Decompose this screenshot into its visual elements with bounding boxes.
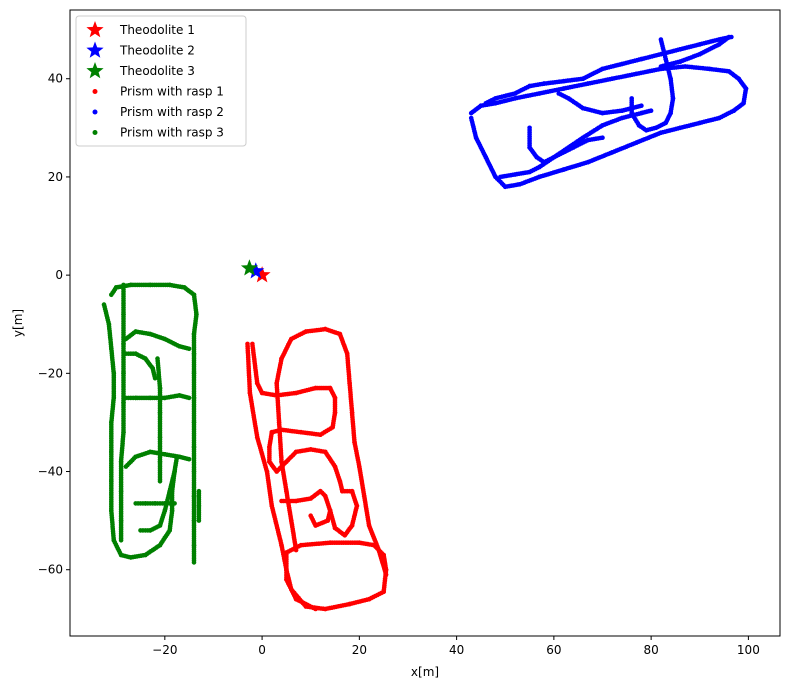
legend: Theodolite 1 Theodolite 2 Theodolite 3 Pris… — [75, 15, 247, 147]
x-tick-label: 0 — [258, 643, 266, 657]
series-prism-with-rasp-1 — [245, 326, 389, 612]
x-axis-label: x[m] — [411, 665, 439, 679]
plot-frame — [69, 9, 781, 637]
data-point — [138, 528, 143, 533]
y-axis-ticks: −60 −40 −20 0 20 40 — [38, 72, 70, 577]
data-point — [383, 572, 389, 577]
x-tick-label: 20 — [352, 643, 367, 657]
legend-star-marker — [86, 41, 104, 58]
legend-dot-marker — [92, 130, 98, 135]
x-tick-label: 80 — [643, 643, 658, 657]
data-point — [152, 375, 158, 381]
data-point — [196, 518, 202, 523]
x-tick-label: 60 — [546, 643, 561, 657]
x-axis-ticks: −20 0 20 40 60 80 100 — [152, 636, 760, 657]
theodolite-star-marker — [253, 266, 271, 283]
y-axis-label: y[m] — [11, 309, 25, 337]
legend-label: Theodolite 2 — [119, 44, 195, 58]
y-tick-label: 20 — [48, 170, 63, 184]
data-point — [313, 606, 318, 612]
data-point — [172, 501, 177, 506]
data-point — [118, 538, 124, 543]
legend-star-marker — [86, 21, 104, 38]
data-point — [157, 479, 163, 484]
data-point — [186, 395, 192, 401]
series-layer — [101, 34, 749, 612]
data-point — [629, 96, 634, 101]
y-tick-label: −20 — [38, 366, 63, 380]
series-prism-with-rasp-2 — [468, 34, 749, 190]
y-tick-label: 40 — [48, 72, 63, 86]
legend-label: Theodolite 1 — [119, 23, 195, 37]
legend-frame — [75, 15, 247, 147]
y-tick-label: 0 — [55, 268, 63, 282]
data-point — [639, 103, 644, 108]
theodolite-layer — [240, 259, 271, 283]
data-point — [648, 108, 654, 113]
data-point — [658, 64, 664, 69]
data-point — [186, 346, 192, 352]
legend-label: Prism with rasp 1 — [120, 85, 224, 99]
data-point — [468, 110, 474, 116]
data-point — [293, 547, 299, 553]
data-point — [600, 135, 605, 140]
legend-label: Prism with rasp 2 — [120, 105, 224, 119]
x-tick-label: −20 — [152, 643, 177, 657]
legend-label: Theodolite 3 — [119, 64, 195, 78]
y-tick-label: −60 — [38, 563, 63, 577]
data-point — [191, 560, 197, 565]
x-tick-label: 40 — [449, 643, 464, 657]
theodolite-star-marker — [247, 262, 265, 279]
legend-label: Prism with rasp 3 — [120, 126, 224, 140]
y-tick-label: −40 — [38, 465, 63, 479]
series-prism-with-rasp-3 — [101, 282, 202, 565]
x-tick-label: 100 — [737, 643, 760, 657]
data-point — [186, 456, 192, 462]
legend-star-marker — [86, 62, 104, 79]
data-point — [308, 513, 314, 518]
legend-dot-marker — [92, 89, 98, 94]
legend-dot-marker — [92, 109, 98, 115]
theodolite-star-marker — [240, 259, 258, 276]
